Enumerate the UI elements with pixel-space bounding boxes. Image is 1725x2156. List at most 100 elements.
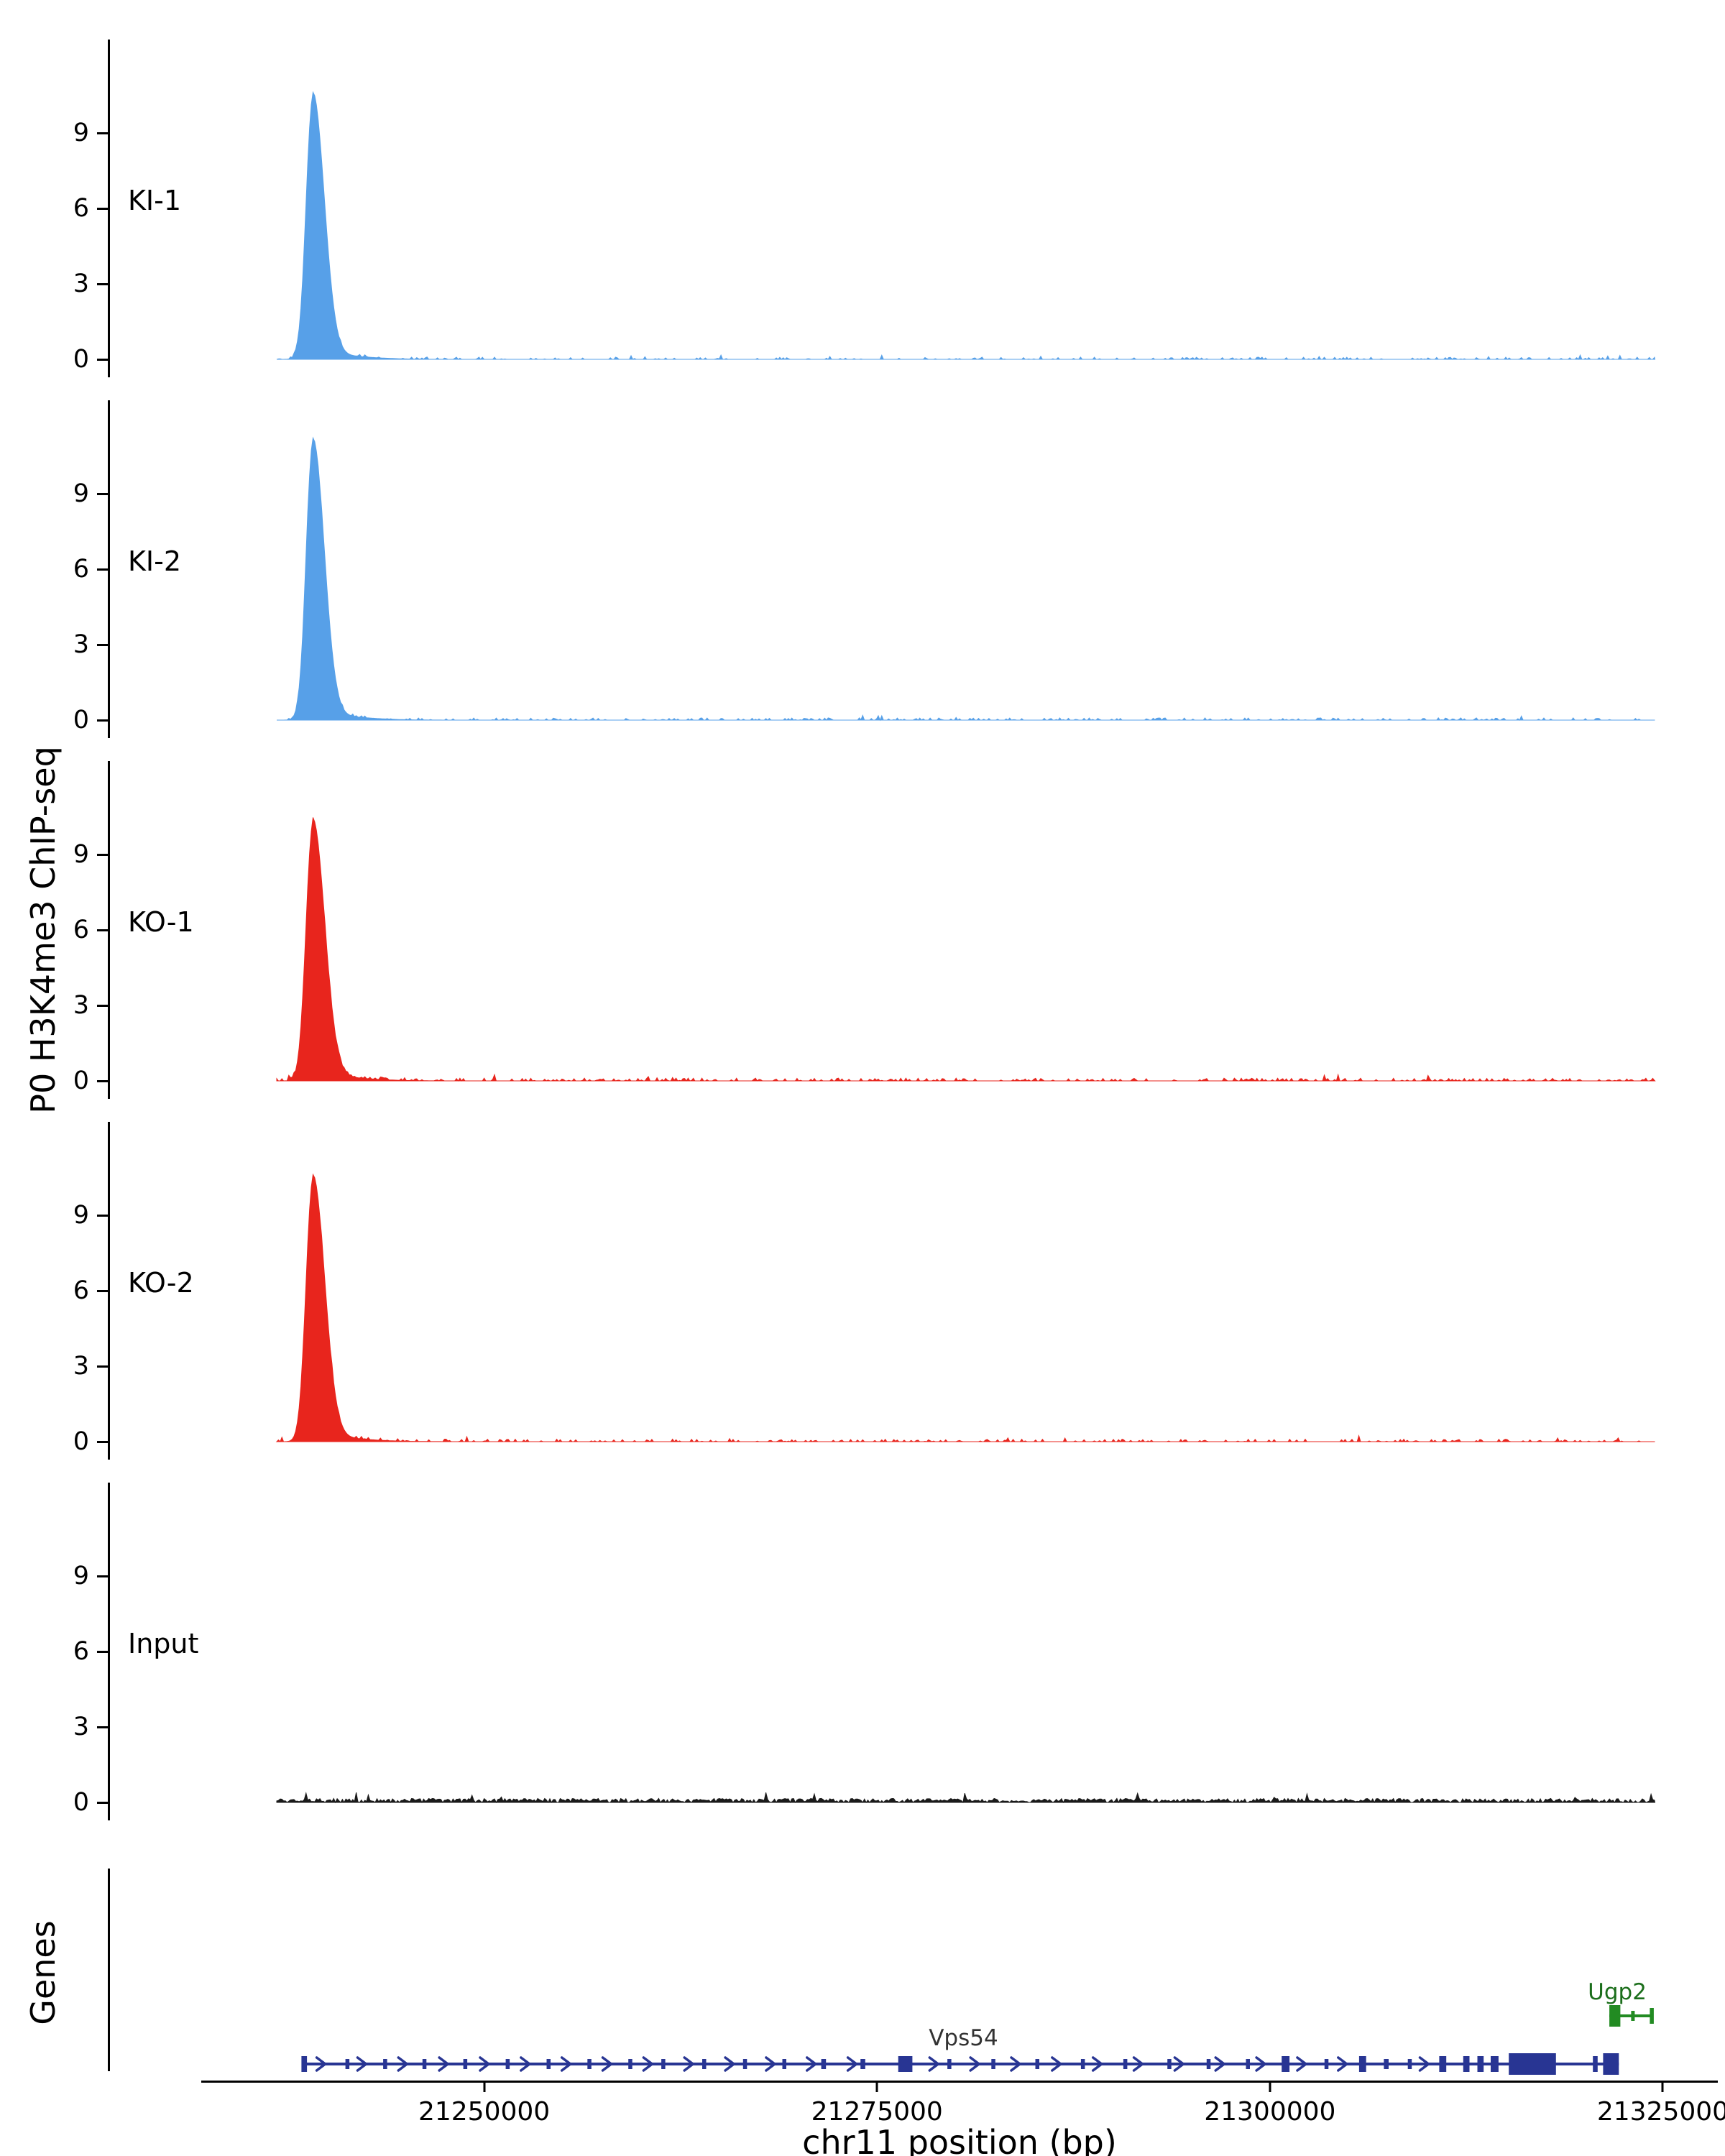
y-tick-mark xyxy=(97,929,108,931)
gene-exon xyxy=(742,2059,748,2069)
gene-exon xyxy=(1324,2059,1329,2069)
x-axis-line xyxy=(201,2081,1718,2083)
strand-arrow-icon xyxy=(1132,2056,1145,2072)
gene-exon xyxy=(702,2059,707,2069)
signal-area-ki-2 xyxy=(277,436,1655,722)
x-tick-mark xyxy=(875,2083,878,2092)
x-tick-label: 21275000 xyxy=(811,2097,943,2127)
y-axis-line xyxy=(108,1483,110,1820)
strand-arrow-icon xyxy=(1418,2056,1431,2072)
gene-exon xyxy=(661,2059,666,2069)
y-tick-mark xyxy=(97,1575,108,1577)
x-axis-title: chr11 position (bp) xyxy=(802,2123,1117,2156)
gene-exon xyxy=(1384,2059,1389,2069)
strand-arrow-icon xyxy=(560,2056,573,2072)
gene-exon xyxy=(301,2056,308,2072)
gene-exon xyxy=(345,2059,350,2069)
genes-plot: Vps54 Ugp2 xyxy=(301,1979,1654,2075)
gene-name-label: Vps54 xyxy=(929,2025,998,2051)
strand-arrow-icon xyxy=(520,2056,532,2072)
y-tick-mark xyxy=(97,1214,108,1217)
y-tick-mark xyxy=(97,853,108,856)
strand-arrow-icon xyxy=(1296,2056,1308,2072)
gene-exon xyxy=(1491,2056,1499,2072)
y-tick-mark xyxy=(97,1004,108,1007)
strand-arrow-icon xyxy=(806,2056,818,2072)
gene-exon xyxy=(1123,2059,1128,2069)
y-tick-label: 3 xyxy=(73,991,89,1020)
strand-arrow-icon xyxy=(438,2056,451,2072)
x-tick-mark xyxy=(483,2083,486,2092)
gene-exon xyxy=(628,2059,632,2069)
gene-exon xyxy=(1282,2056,1290,2072)
gene-exon xyxy=(1509,2053,1556,2075)
y-tick-mark xyxy=(97,1079,108,1082)
gene-exon xyxy=(1206,2059,1211,2069)
track-panel-ko-2: 0 3 6 9 KO-2 xyxy=(0,1122,1725,1460)
y-tick-label: 0 xyxy=(73,345,89,374)
gene-exon xyxy=(505,2059,510,2069)
strand-arrow-icon xyxy=(928,2056,941,2072)
y-tick-mark xyxy=(97,1365,108,1368)
gene-exon xyxy=(1167,2059,1172,2069)
strand-arrow-icon xyxy=(765,2056,777,2072)
track-panel-ki-2: 0 3 6 9 KI-2 xyxy=(0,400,1725,738)
track-label-ko-1: KO-1 xyxy=(128,906,194,938)
y-tick-mark xyxy=(97,358,108,361)
strand-arrow-icon xyxy=(846,2056,859,2072)
y-tick-label: 6 xyxy=(73,194,89,223)
strand-arrow-icon xyxy=(1091,2056,1104,2072)
y-tick-label: 0 xyxy=(73,1067,89,1095)
strand-arrow-icon xyxy=(315,2056,328,2072)
gene-exon xyxy=(1593,2056,1598,2072)
y-tick-mark xyxy=(97,492,108,495)
signal-area-ki-1 xyxy=(276,91,1656,360)
y-tick-label: 3 xyxy=(73,1352,89,1381)
gene-exon xyxy=(1631,2011,1635,2021)
y-tick-mark xyxy=(97,1440,108,1443)
strand-arrow-icon xyxy=(969,2056,982,2072)
strand-arrow-icon xyxy=(397,2056,410,2072)
signal-plot-ko-2 xyxy=(275,1173,1655,1442)
y-tick-label: 9 xyxy=(73,1201,89,1230)
y-tick-label: 6 xyxy=(73,555,89,584)
gene-exon xyxy=(1407,2059,1412,2069)
y-tick-label: 3 xyxy=(73,270,89,298)
gene-name-label: Ugp2 xyxy=(1588,1979,1647,2005)
track-panel-input: 0 3 6 9 Input xyxy=(0,1483,1725,1820)
strand-arrow-icon xyxy=(1337,2056,1349,2072)
gene-vps54: Vps54 xyxy=(301,2025,1619,2075)
track-label-ko-2: KO-2 xyxy=(128,1267,194,1299)
y-tick-label: 9 xyxy=(73,1562,89,1590)
gene-exon xyxy=(1603,2053,1619,2075)
gene-exon xyxy=(1477,2056,1484,2072)
y-tick-mark xyxy=(97,132,108,134)
x-tick-mark xyxy=(1269,2083,1271,2092)
y-tick-label: 6 xyxy=(73,1637,89,1666)
y-tick-label: 9 xyxy=(73,119,89,147)
signal-area-input xyxy=(276,1792,1656,1804)
gene-exon xyxy=(383,2059,387,2069)
y-axis-line xyxy=(108,400,110,738)
gene-ugp2: Ugp2 xyxy=(1588,1979,1654,2027)
y-tick-label: 9 xyxy=(73,479,89,508)
signal-plot-ki-1 xyxy=(276,91,1656,360)
gene-exon xyxy=(1439,2056,1447,2072)
strand-arrow-icon xyxy=(724,2056,736,2072)
signal-plot-ko-1 xyxy=(276,817,1656,1082)
y-tick-label: 6 xyxy=(73,916,89,944)
y-axis-line xyxy=(108,1122,110,1460)
gene-exon xyxy=(1035,2059,1039,2069)
gene-exon xyxy=(898,2056,913,2072)
gene-exon xyxy=(821,2059,827,2069)
strand-arrow-icon xyxy=(601,2056,614,2072)
y-tick-mark xyxy=(97,282,108,285)
track-panel-ko-1: 0 3 6 9 KO-1 xyxy=(0,761,1725,1099)
strand-arrow-icon xyxy=(356,2056,369,2072)
y-tick-mark xyxy=(97,1650,108,1653)
gene-exon xyxy=(782,2059,786,2069)
gene-exon xyxy=(546,2059,551,2069)
x-tick-label: 21250000 xyxy=(418,2097,551,2127)
y-axis-line xyxy=(108,40,110,377)
